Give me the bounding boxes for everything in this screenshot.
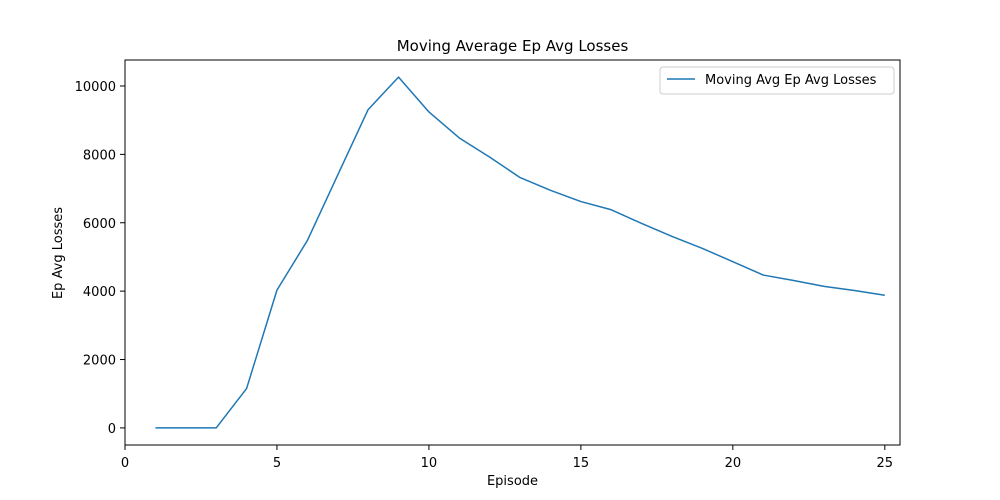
- legend: Moving Avg Ep Avg Losses: [659, 66, 895, 95]
- y-tick-label: 8000: [83, 148, 116, 163]
- y-tick-label: 10000: [75, 80, 116, 95]
- legend-frame: [659, 66, 895, 95]
- y-tick-label: 6000: [83, 217, 116, 232]
- plot-area-frame: [124, 59, 901, 446]
- x-tick-label: 25: [877, 456, 894, 471]
- series-layer: [155, 76, 885, 429]
- legend-label: Moving Avg Ep Avg Losses: [705, 73, 877, 88]
- x-tick-label: 0: [121, 456, 129, 471]
- y-axis: 0 2000 4000 6000 8000 10000: [75, 80, 125, 437]
- series-line: [155, 76, 885, 429]
- x-tick-label: 15: [573, 456, 590, 471]
- x-tick-label: 5: [273, 456, 281, 471]
- x-axis-label: Episode: [487, 474, 538, 489]
- y-tick-label: 0: [108, 422, 116, 437]
- y-tick-label: 4000: [83, 285, 116, 300]
- x-tick-label: 20: [725, 456, 742, 471]
- chart-title: Moving Average Ep Avg Losses: [397, 37, 629, 55]
- y-tick-label: 2000: [83, 354, 116, 369]
- x-tick-label: 10: [421, 456, 438, 471]
- x-axis: 0 5 10 15 20 25: [121, 445, 893, 471]
- y-axis-label: Ep Avg Losses: [51, 207, 66, 299]
